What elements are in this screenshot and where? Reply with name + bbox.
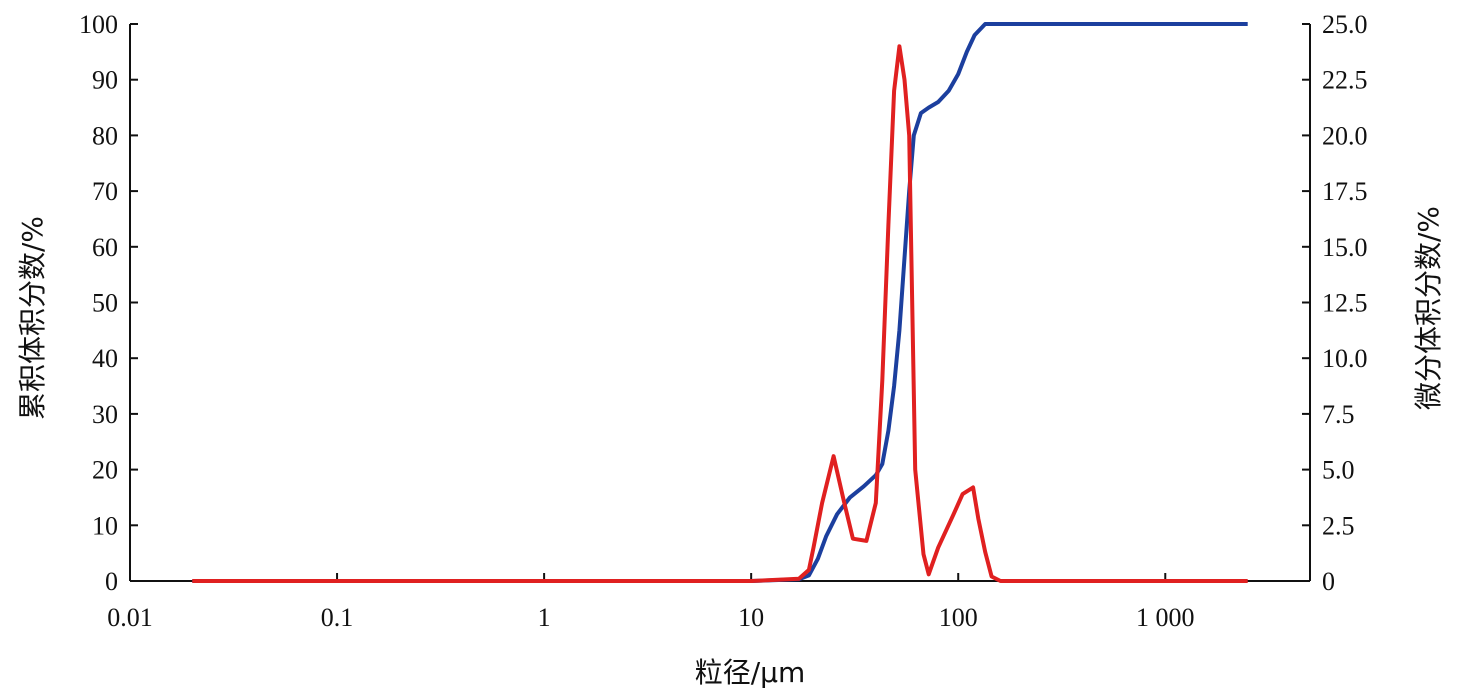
y-left-tick-label: 40 [92,344,118,373]
y-right-tick-label: 15.0 [1322,233,1368,262]
y-left-tick-label: 80 [92,121,118,150]
axes [129,24,1311,582]
series-cumulative-line [192,22,1248,583]
x-tick-label: 0.1 [321,603,354,632]
y-right-tick-label: 20.0 [1322,121,1368,150]
x-tick-label: 0.01 [107,603,153,632]
y-right-tick-label: 10.0 [1322,344,1368,373]
x-tick-label: 1 [538,603,551,632]
y-left-tick-label: 0 [105,567,118,596]
y-left-tick-label: 60 [92,233,118,262]
series-differential-line [192,44,1248,583]
y-right-tick-label: 12.5 [1322,289,1368,318]
y-right-tick-label: 5.0 [1322,456,1355,485]
x-tick-label: 100 [939,603,978,632]
y-left-tick-label: 10 [92,511,118,540]
y-right-tick-label: 25.0 [1322,10,1368,39]
y-left-tick-label: 90 [92,66,118,95]
y-left-tick-label: 50 [92,289,118,318]
y-right-tick-label: 2.5 [1322,511,1355,540]
y-right-tick-label: 0 [1322,567,1335,596]
y-right-tick-label: 7.5 [1322,400,1355,429]
x-tick-label: 1 000 [1136,603,1195,632]
y-left-tick-label: 20 [92,456,118,485]
y-axis-right-title: 微分体积分数/% [1412,206,1445,410]
y-right-tick-label: 17.5 [1322,177,1368,206]
series-layer [192,22,1248,583]
y-left-tick-label: 100 [79,10,118,39]
y-left-tick-label: 30 [92,400,118,429]
y-left-tick-label: 70 [92,177,118,206]
ticks: 0 10 20 30 40 50 60 70 80 90 100 0 2.5 5.0 7.5 10.0 12.5… [79,10,1368,632]
x-axis-title: 粒径/μm [695,656,806,689]
y-right-tick-label: 22.5 [1322,66,1368,95]
y-axis-left-title: 累积体积分数/% [16,216,49,420]
x-tick-label: 10 [738,603,764,632]
